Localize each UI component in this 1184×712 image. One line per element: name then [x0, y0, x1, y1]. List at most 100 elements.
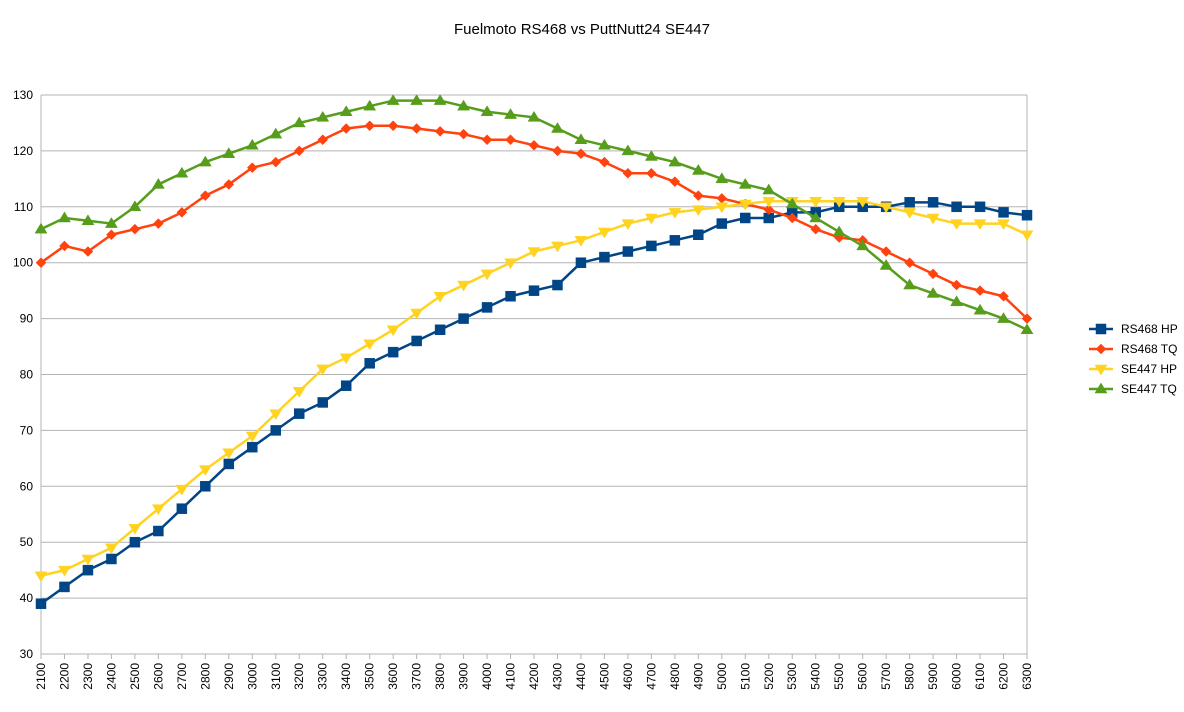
data-point-se447-hp [480, 269, 494, 281]
x-tick-label: 3500 [363, 663, 377, 690]
data-point-rs468-hp [904, 197, 915, 208]
data-point-se447-hp [128, 523, 142, 535]
data-point-se447-tq [574, 133, 588, 144]
x-tick-label: 3100 [269, 663, 283, 690]
x-tick-label: 3800 [433, 663, 447, 690]
data-point-rs468-hp [927, 197, 939, 208]
data-point-se447-tq [832, 225, 846, 237]
data-point-se447-hp [644, 213, 658, 225]
x-tick-label: 4700 [644, 663, 658, 690]
legend-marker [1094, 382, 1108, 394]
x-tick-label: 2400 [104, 663, 118, 690]
data-point-rs468-tq [646, 167, 657, 179]
data-point-rs468-hp [434, 324, 446, 336]
data-point-se447-hp [809, 196, 823, 208]
x-tick-label: 5900 [926, 663, 940, 690]
data-point-se447-tq [527, 110, 541, 122]
data-point-se447-tq [856, 239, 870, 251]
data-point-se447-tq [809, 211, 823, 223]
data-point-rs468-tq [82, 246, 94, 257]
data-point-rs468-tq [481, 134, 493, 146]
data-point-se447-hp [551, 241, 564, 253]
data-point-se447-hp [245, 431, 259, 443]
data-point-rs468-tq [387, 120, 399, 132]
data-point-se447-tq [926, 286, 940, 298]
data-point-rs468-tq [223, 179, 235, 190]
data-point-rs468-hp [951, 201, 962, 213]
data-point-se447-tq [34, 222, 48, 234]
data-point-se447-tq [175, 166, 189, 178]
data-point-se447-tq [198, 155, 212, 167]
y-tick-label: 50 [20, 535, 34, 549]
data-point-se447-tq [410, 94, 424, 105]
data-point-se447-hp [457, 280, 471, 292]
x-tick-label: 4100 [504, 663, 518, 690]
data-point-rs468-tq [951, 279, 962, 291]
axes: 30 40 50 60 70 80 90 100 110 120 130 2100 2200 2300 24… [13, 88, 1034, 690]
data-point-se447-tq [762, 183, 776, 195]
data-point-se447-tq [715, 172, 729, 184]
data-point-se447-hp [973, 219, 987, 231]
data-point-rs468-hp [998, 207, 1009, 218]
data-point-rs468-tq [904, 257, 915, 269]
x-tick-label: 6100 [973, 663, 987, 690]
data-point-se447-hp [198, 465, 212, 477]
x-tick-label: 3300 [316, 663, 330, 690]
x-tick-label: 4400 [574, 663, 588, 690]
data-point-se447-hp [151, 504, 165, 516]
data-point-se447-tq [621, 144, 635, 156]
data-point-se447-hp [386, 325, 400, 337]
data-point-rs468-hp [270, 425, 282, 436]
data-point-se447-tq [1020, 323, 1034, 335]
data-point-rs468-hp [974, 201, 986, 213]
legend-label: SE447 TQ [1121, 382, 1177, 396]
x-tick-label: 2200 [57, 663, 71, 690]
data-point-se447-hp [832, 196, 846, 208]
data-point-rs468-hp [247, 441, 258, 453]
x-tick-label: 3700 [410, 663, 424, 690]
y-tick-label: 110 [14, 200, 33, 214]
data-point-se447-hp [58, 565, 71, 577]
data-point-se447-tq [879, 259, 893, 270]
x-tick-label: 2800 [198, 663, 212, 690]
data-point-rs468-tq [927, 268, 939, 280]
data-point-rs468-hp [317, 397, 328, 408]
data-point-se447-hp [175, 484, 189, 496]
data-point-se447-tq [151, 177, 165, 189]
legend: RS468 HP RS468 TQ SE447 HP SE447 TQ [1089, 322, 1178, 396]
y-tick-label: 90 [20, 312, 34, 326]
legend-label: RS468 HP [1121, 322, 1178, 336]
data-point-se447-hp [691, 205, 705, 217]
y-tick-label: 130 [13, 88, 33, 102]
data-point-rs468-hp [622, 246, 634, 257]
data-point-se447-hp [504, 258, 517, 270]
data-point-se447-tq [222, 147, 236, 158]
data-point-rs468-tq [176, 207, 188, 218]
y-tick-label: 100 [13, 256, 33, 270]
data-point-rs468-hp [458, 313, 469, 324]
data-point-se447-hp [597, 227, 611, 239]
series-rs468-hp [35, 197, 1033, 609]
data-point-se447-tq [903, 278, 917, 290]
y-tick-label: 70 [20, 423, 34, 437]
x-tick-label: 4300 [550, 663, 564, 690]
y-tick-label: 120 [13, 144, 33, 158]
data-point-se447-hp [668, 208, 682, 219]
data-point-rs468-hp [669, 235, 681, 246]
legend-label: RS468 TQ [1121, 342, 1177, 356]
data-point-se447-tq [386, 94, 400, 105]
data-point-rs468-tq [153, 218, 164, 229]
data-point-rs468-hp [82, 564, 94, 576]
data-point-se447-hp [316, 364, 330, 376]
x-tick-label: 4000 [480, 663, 494, 690]
data-point-se447-hp [621, 219, 635, 231]
legend-label: SE447 HP [1121, 362, 1177, 376]
data-point-se447-hp [926, 213, 940, 225]
data-point-rs468-hp [528, 285, 540, 296]
data-point-rs468-hp [176, 503, 188, 514]
data-point-se447-tq [58, 211, 71, 223]
data-point-se447-hp [715, 202, 729, 214]
data-point-se447-hp [762, 196, 776, 208]
data-point-se447-hp [363, 339, 377, 351]
